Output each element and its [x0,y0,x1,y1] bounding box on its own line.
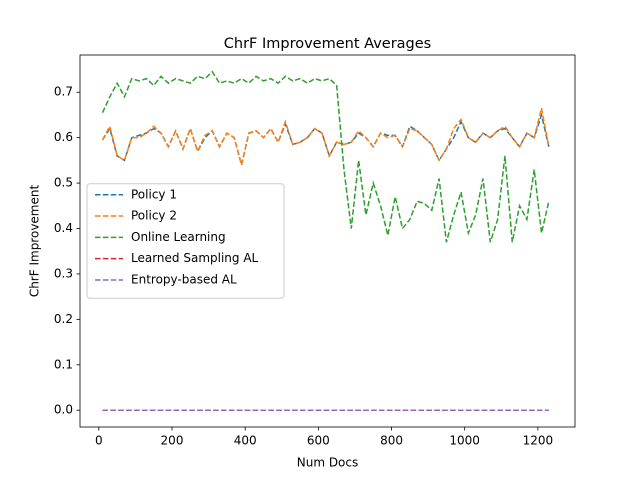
series-line [101,70,550,243]
y-tick-label: 0.3 [54,266,73,280]
x-tick-label: 600 [307,434,330,448]
y-axis-label: ChrF Improvement [28,185,42,298]
legend-label: Online Learning [131,230,226,244]
chart-title: ChrF Improvement Averages [224,36,431,52]
x-tick-label: 1000 [449,434,480,448]
y-tick-label: 0.0 [54,403,73,417]
y-tick-label: 0.4 [54,221,73,235]
legend-label: Policy 2 [131,209,177,223]
y-tick-label: 0.1 [54,357,73,371]
x-axis-label: Num Docs [297,456,359,470]
y-tick-label: 0.2 [54,312,73,326]
x-tick-label: 400 [234,434,257,448]
y-tick-label: 0.6 [54,130,73,144]
series-line [101,107,550,166]
legend-box [86,183,285,299]
legend-label: Learned Sampling AL [131,251,259,265]
y-tick-label: 0.7 [54,85,73,99]
legend-label: Policy 1 [131,187,177,201]
x-tick-label: 1200 [523,434,554,448]
plot-frame [79,54,576,428]
series-line [101,112,550,166]
legend-label: Entropy-based AL [131,272,237,286]
x-tick-label: 0 [95,434,103,448]
x-tick-label: 200 [161,434,184,448]
y-tick-label: 0.5 [54,176,73,190]
x-tick-label: 800 [380,434,403,448]
